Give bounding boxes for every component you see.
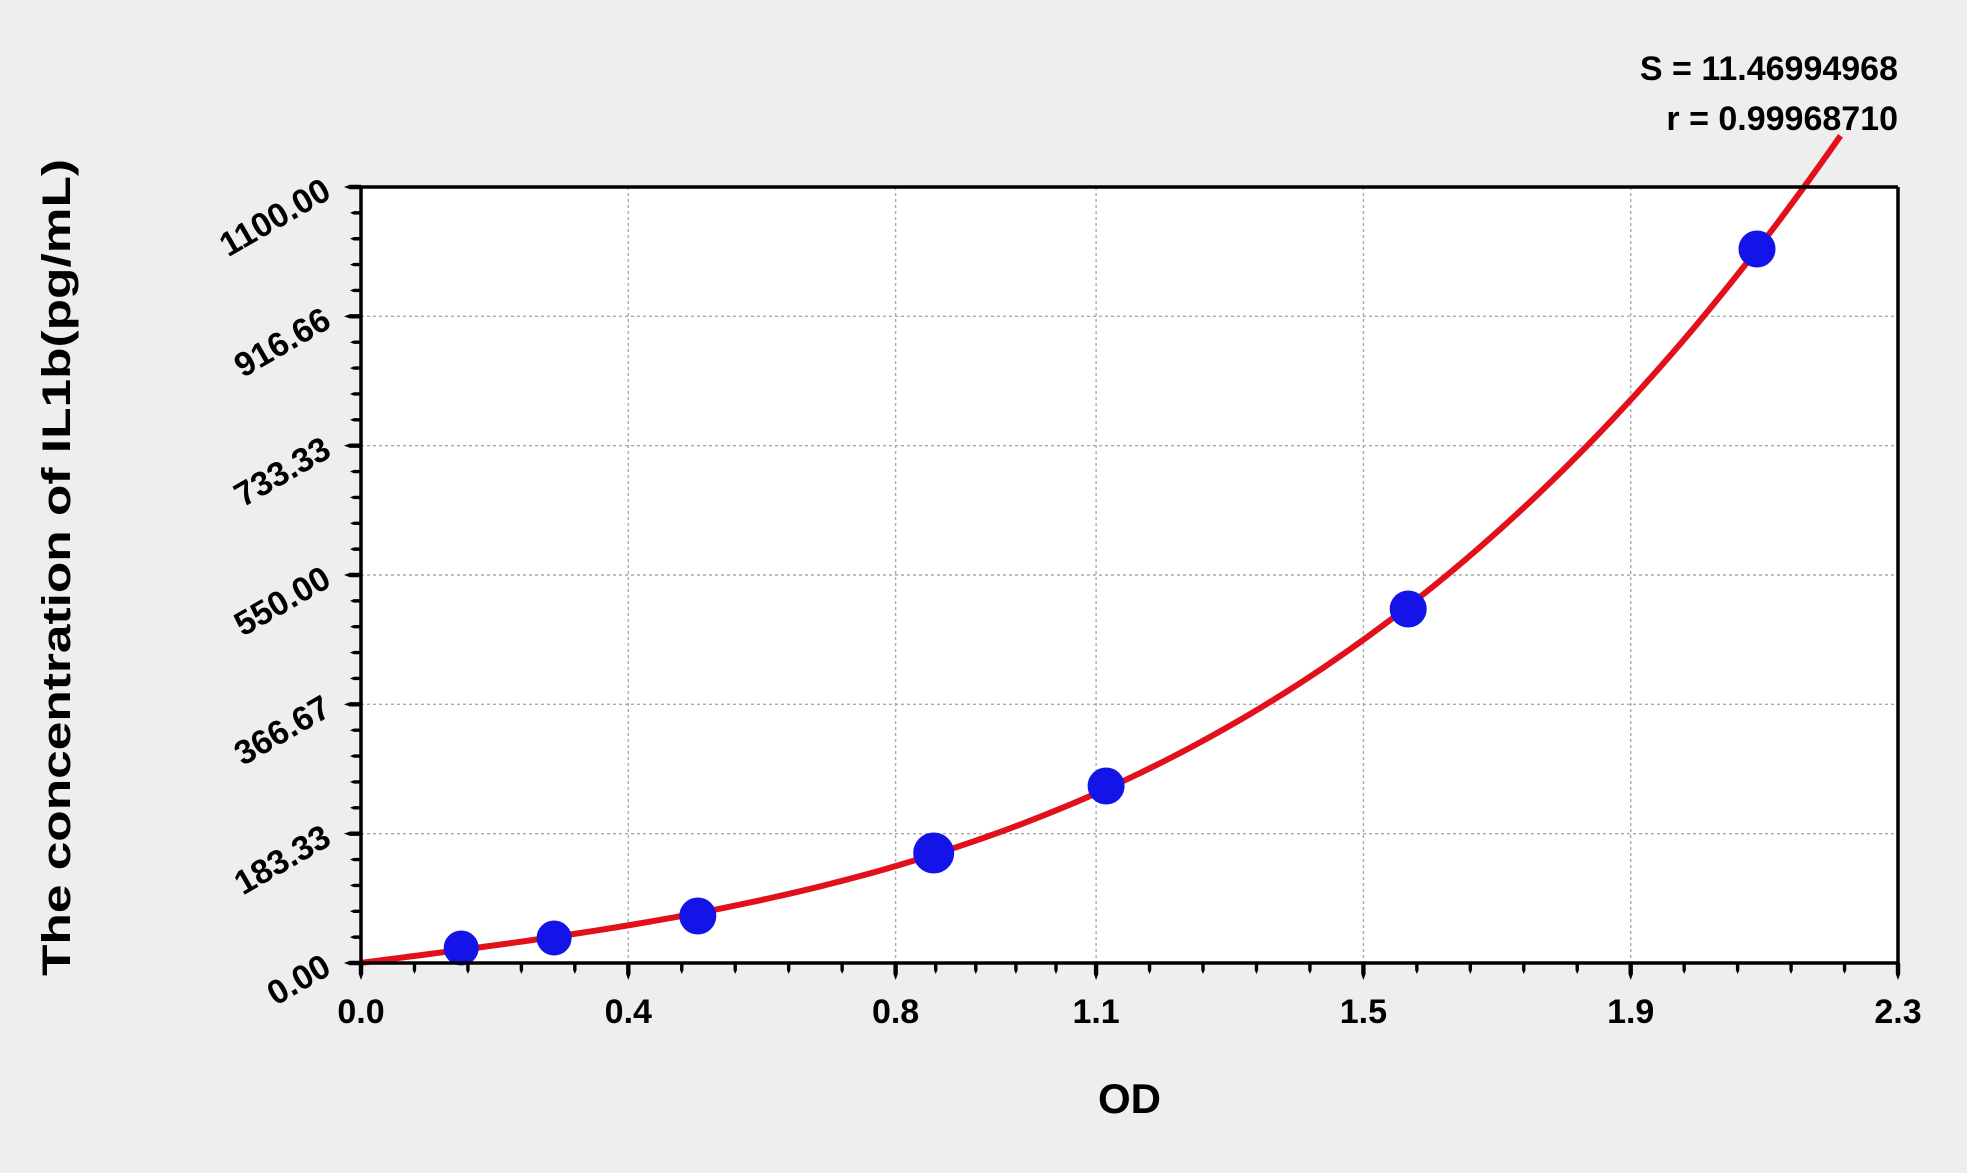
svg-text:The concentration of IL1b(pg/m: The concentration of IL1b(pg/mL) [35,159,79,976]
svg-text:1.5: 1.5 [1340,993,1387,1031]
svg-text:0.8: 0.8 [872,993,919,1031]
svg-text:r = 0.99968710: r = 0.99968710 [1666,100,1898,138]
svg-text:OD: OD [1098,1075,1161,1122]
svg-text:0.0: 0.0 [337,993,384,1031]
svg-text:2.3: 2.3 [1874,993,1921,1031]
svg-text:1.9: 1.9 [1607,993,1654,1031]
svg-text:0.4: 0.4 [605,993,652,1031]
svg-text:S = 11.46994968: S = 11.46994968 [1640,50,1898,88]
svg-text:1.1: 1.1 [1072,993,1119,1031]
